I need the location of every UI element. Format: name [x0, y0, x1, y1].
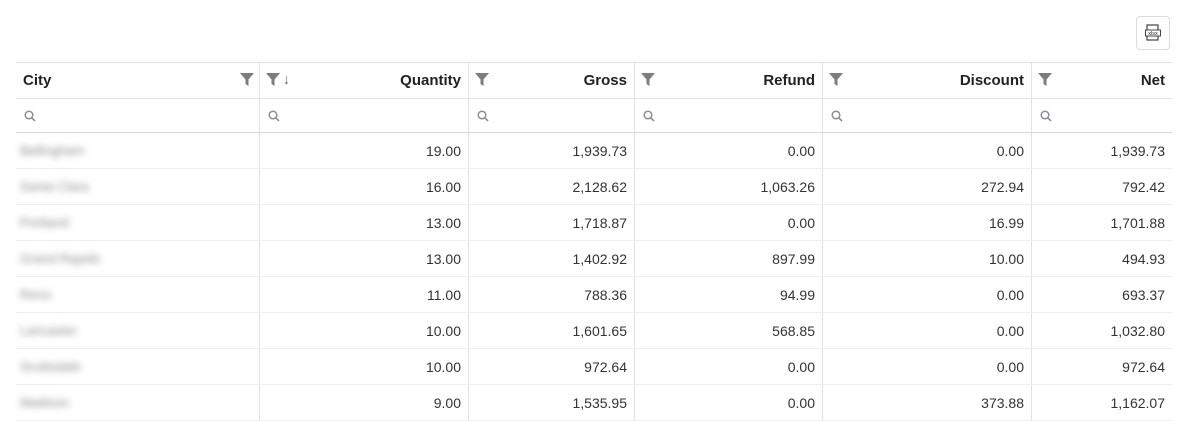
column-header-discount[interactable]: Discount: [822, 63, 1031, 98]
refund-cell: 94.99: [634, 277, 822, 312]
discount-cell: 373.88: [822, 385, 1031, 420]
column-label-discount: Discount: [959, 72, 1024, 89]
search-icon: [643, 109, 655, 122]
discount-filter-input[interactable]: [847, 105, 997, 127]
discount-cell: 272.94: [822, 169, 1031, 204]
table-row[interactable]: Madison 9.00 1,535.95 0.00 373.88 1,162.…: [16, 385, 1172, 421]
net-cell: 1,162.07: [1031, 385, 1172, 420]
refund-cell: 0.00: [634, 385, 822, 420]
refund-cell: 897.99: [634, 241, 822, 276]
svg-text:xlsx: xlsx: [1148, 31, 1158, 37]
quantity-cell: 10.00: [259, 349, 468, 384]
filter-row: [16, 99, 1172, 133]
net-cell: 1,939.73: [1031, 133, 1172, 168]
net-cell: 693.37: [1031, 277, 1172, 312]
table-row[interactable]: Santa Clara 16.00 2,128.62 1,063.26 272.…: [16, 169, 1172, 205]
refund-cell: 0.00: [634, 205, 822, 240]
net-filter-cell: [1031, 99, 1172, 132]
table-row[interactable]: Grand Rapids 13.00 1,402.92 897.99 10.00…: [16, 241, 1172, 277]
city-cell: Lancaster: [16, 313, 259, 348]
gross-cell: 1,535.95: [468, 385, 634, 420]
table-row[interactable]: Portland 13.00 1,718.87 0.00 16.99 1,701…: [16, 205, 1172, 241]
gross-cell: 1,402.92: [468, 241, 634, 276]
city-cell: Grand Rapids: [16, 241, 259, 276]
filter-icon[interactable]: [240, 73, 254, 87]
city-cell: Scottsdale: [16, 349, 259, 384]
quantity-cell: 10.00: [259, 313, 468, 348]
gross-cell: 972.64: [468, 349, 634, 384]
discount-cell: 0.00: [822, 349, 1031, 384]
refund-cell: 568.85: [634, 313, 822, 348]
filter-icon[interactable]: [475, 73, 489, 87]
table-row[interactable]: Reno 11.00 788.36 94.99 0.00 693.37: [16, 277, 1172, 313]
refund-filter-input[interactable]: [659, 105, 794, 127]
column-header-city[interactable]: City: [16, 63, 259, 98]
refund-cell: 0.00: [634, 349, 822, 384]
search-icon: [268, 109, 280, 122]
discount-cell: 10.00: [822, 241, 1031, 276]
quantity-cell: 13.00: [259, 241, 468, 276]
quantity-filter-input[interactable]: [284, 105, 434, 127]
filter-icon[interactable]: [641, 73, 655, 87]
discount-cell: 0.00: [822, 133, 1031, 168]
net-cell: 972.64: [1031, 349, 1172, 384]
quantity-cell: 9.00: [259, 385, 468, 420]
city-cell: Madison: [16, 385, 259, 420]
xlsx-export-icon: xlsx: [1145, 24, 1161, 41]
gross-cell: 788.36: [468, 277, 634, 312]
city-cell: Reno: [16, 277, 259, 312]
filter-icon[interactable]: [266, 73, 280, 87]
refund-cell: 1,063.26: [634, 169, 822, 204]
header-row: City ↓ Quantity Gross Refund Discount Ne…: [16, 63, 1172, 99]
gross-cell: 1,939.73: [468, 133, 634, 168]
net-filter-input[interactable]: [1056, 105, 1158, 127]
discount-cell: 0.00: [822, 313, 1031, 348]
search-icon: [24, 109, 36, 122]
gross-cell: 1,718.87: [468, 205, 634, 240]
column-label-refund: Refund: [763, 72, 815, 89]
net-cell: 494.93: [1031, 241, 1172, 276]
table-row[interactable]: Scottsdale 10.00 972.64 0.00 0.00 972.64: [16, 349, 1172, 385]
quantity-cell: 16.00: [259, 169, 468, 204]
refund-cell: 0.00: [634, 133, 822, 168]
data-grid: City ↓ Quantity Gross Refund Discount Ne…: [16, 62, 1172, 421]
filter-icon[interactable]: [829, 73, 843, 87]
net-cell: 1,032.80: [1031, 313, 1172, 348]
column-label-net: Net: [1140, 72, 1165, 89]
search-icon: [477, 109, 489, 122]
export-xlsx-button[interactable]: xlsx: [1136, 16, 1170, 50]
filter-icon[interactable]: [1038, 73, 1052, 87]
column-header-quantity[interactable]: ↓ Quantity: [259, 63, 468, 98]
search-icon: [831, 109, 843, 122]
quantity-cell: 11.00: [259, 277, 468, 312]
column-header-refund[interactable]: Refund: [634, 63, 822, 98]
column-label-quantity: Quantity: [400, 72, 461, 89]
discount-filter-cell: [822, 99, 1031, 132]
quantity-cell: 13.00: [259, 205, 468, 240]
city-cell: Santa Clara: [16, 169, 259, 204]
refund-filter-cell: [634, 99, 822, 132]
column-label-city: City: [23, 72, 52, 89]
city-cell: Portland: [16, 205, 259, 240]
table-row[interactable]: Bellingham 19.00 1,939.73 0.00 0.00 1,93…: [16, 133, 1172, 169]
gross-filter-input[interactable]: [493, 105, 613, 127]
net-cell: 792.42: [1031, 169, 1172, 204]
city-filter-input[interactable]: [40, 105, 215, 127]
column-header-gross[interactable]: Gross: [468, 63, 634, 98]
discount-cell: 0.00: [822, 277, 1031, 312]
quantity-filter-cell: [259, 99, 468, 132]
table-row[interactable]: Lancaster 10.00 1,601.65 568.85 0.00 1,0…: [16, 313, 1172, 349]
column-label-gross: Gross: [583, 72, 627, 89]
city-cell: Bellingham: [16, 133, 259, 168]
city-filter-cell: [16, 99, 259, 132]
gross-filter-cell: [468, 99, 634, 132]
quantity-cell: 19.00: [259, 133, 468, 168]
gross-cell: 1,601.65: [468, 313, 634, 348]
net-cell: 1,701.88: [1031, 205, 1172, 240]
discount-cell: 16.99: [822, 205, 1031, 240]
gross-cell: 2,128.62: [468, 169, 634, 204]
search-icon: [1040, 109, 1052, 122]
sort-descending-icon[interactable]: ↓: [283, 71, 290, 87]
column-header-net[interactable]: Net: [1031, 63, 1172, 98]
